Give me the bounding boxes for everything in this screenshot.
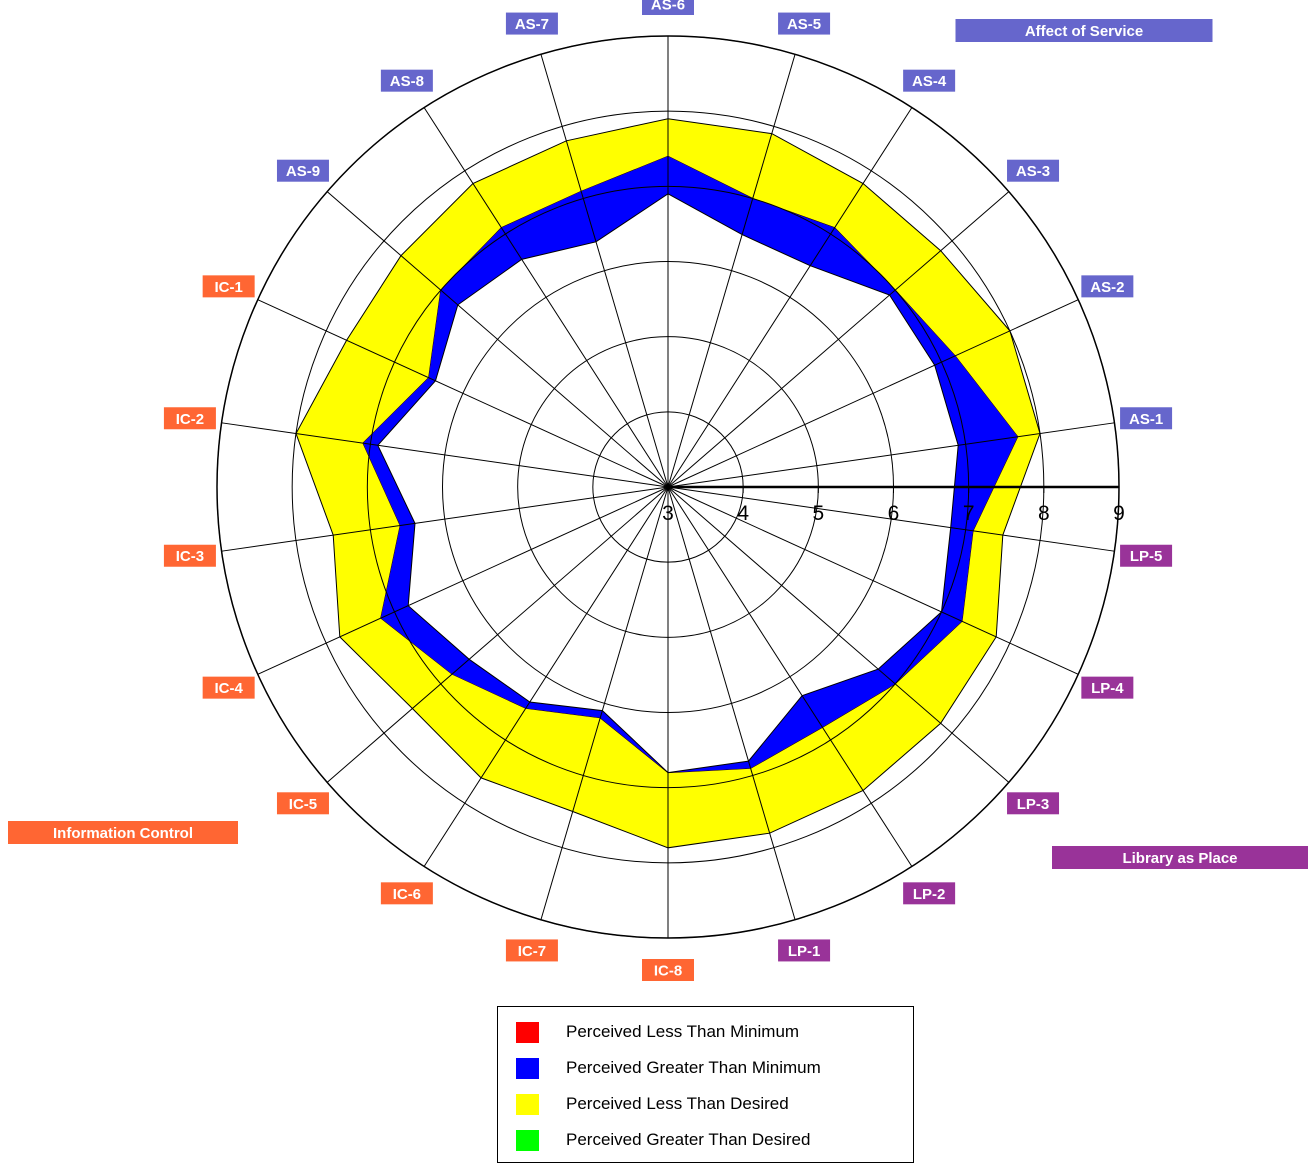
spoke-ic-1 bbox=[257, 299, 669, 488]
axis-label-box bbox=[1081, 676, 1134, 699]
tick-label: 4 bbox=[737, 502, 749, 525]
group-label-box bbox=[955, 19, 1213, 42]
spoke-as-3 bbox=[667, 191, 1010, 488]
legend-item: Perceived Less Than Desired bbox=[516, 1093, 789, 1115]
axis-label-box bbox=[163, 407, 216, 430]
tick-label: 7 bbox=[963, 502, 975, 525]
axis-label-as-7: AS-7 bbox=[515, 16, 549, 33]
spoke-lp-2 bbox=[667, 486, 913, 867]
axis-label-as-2: AS-2 bbox=[1090, 279, 1124, 296]
axis-label-box bbox=[1007, 792, 1060, 815]
axis-label-box bbox=[276, 159, 329, 182]
axis-label-box bbox=[778, 939, 831, 962]
axis-label-box bbox=[903, 69, 956, 92]
spoke-ic-6 bbox=[423, 486, 669, 867]
legend-label: Perceived Less Than Minimum bbox=[566, 1022, 800, 1041]
group-label: Affect of Service bbox=[1025, 23, 1143, 40]
group-label-box bbox=[8, 821, 238, 844]
spoke-ic-2 bbox=[221, 422, 669, 488]
group-label: Information Control bbox=[53, 825, 193, 842]
axis-label-ic-5: IC-5 bbox=[289, 796, 317, 813]
axis-label-box bbox=[202, 676, 255, 699]
axis-label-box bbox=[505, 12, 558, 35]
tick-label: 5 bbox=[812, 502, 824, 525]
axis-label-box bbox=[778, 12, 831, 35]
group-label-box bbox=[1052, 846, 1308, 869]
axis-label-ic-2: IC-2 bbox=[176, 411, 204, 428]
axis-label-as-8: AS-8 bbox=[390, 73, 424, 90]
axis-label-as-1: AS-1 bbox=[1129, 411, 1163, 428]
spoke-ic-7 bbox=[540, 486, 669, 920]
axis-label-box bbox=[163, 544, 216, 567]
axis-label-lp-1: LP-1 bbox=[788, 943, 821, 960]
axis-label-ic-4: IC-4 bbox=[214, 680, 243, 697]
axis-label-lp-5: LP-5 bbox=[1130, 548, 1163, 565]
axis-label-box bbox=[276, 792, 329, 815]
spoke-as-4 bbox=[667, 107, 913, 488]
legend-swatch-greater-min bbox=[516, 1057, 539, 1079]
spoke-as-8 bbox=[423, 107, 669, 488]
axis-label-box bbox=[642, 959, 694, 981]
axis-label-ic-7: IC-7 bbox=[518, 943, 546, 960]
axis-label-box bbox=[202, 275, 255, 298]
legend-swatch-less-min bbox=[516, 1021, 539, 1043]
axis-label-lp-4: LP-4 bbox=[1091, 680, 1124, 697]
tick-label: 8 bbox=[1038, 502, 1050, 525]
axis-label-ic-1: IC-1 bbox=[214, 279, 242, 296]
legend-label: Perceived Greater Than Desired bbox=[566, 1130, 811, 1149]
spoke-ic-5 bbox=[326, 486, 669, 783]
axis-label-box bbox=[505, 939, 558, 962]
axis-label-as-9: AS-9 bbox=[286, 163, 320, 180]
spoke-as-1 bbox=[667, 422, 1115, 488]
spoke-lp-5 bbox=[667, 486, 1115, 552]
spoke-as-5 bbox=[667, 54, 796, 488]
axis-label-ic-6: IC-6 bbox=[393, 886, 421, 903]
axis-label-box bbox=[642, 0, 694, 15]
axis-label-ic-3: IC-3 bbox=[176, 548, 204, 565]
spoke-lp-1 bbox=[667, 486, 796, 920]
axis-label-box bbox=[1081, 275, 1134, 298]
spoke-lp-4 bbox=[667, 486, 1079, 675]
legend-item: Perceived Greater Than Minimum bbox=[516, 1057, 821, 1079]
tick-label: 3 bbox=[662, 502, 674, 525]
axis-label-box bbox=[1120, 407, 1173, 430]
axis-label-box bbox=[380, 69, 433, 92]
axis-label-as-3: AS-3 bbox=[1016, 163, 1050, 180]
axis-label-as-5: AS-5 bbox=[787, 16, 821, 33]
spoke-as-7 bbox=[540, 54, 669, 488]
axis-label-as-6: AS-6 bbox=[651, 0, 685, 14]
spoke-as-9 bbox=[326, 191, 669, 488]
axis-label-as-4: AS-4 bbox=[912, 73, 947, 90]
legend-item: Perceived Greater Than Desired bbox=[516, 1129, 810, 1151]
legend-label: Perceived Less Than Desired bbox=[566, 1094, 789, 1113]
tick-label: 6 bbox=[888, 502, 900, 525]
axis-label-lp-3: LP-3 bbox=[1017, 796, 1050, 813]
legend-swatch-greater-desired bbox=[516, 1129, 539, 1151]
axis-label-box bbox=[1120, 544, 1173, 567]
legend: Perceived Less Than Minimum Perceived Gr… bbox=[497, 1006, 914, 1163]
legend-label: Perceived Greater Than Minimum bbox=[566, 1058, 821, 1077]
axis-label-lp-2: LP-2 bbox=[913, 886, 946, 903]
spoke-ic-4 bbox=[257, 486, 669, 675]
axis-label-box bbox=[903, 882, 956, 905]
spoke-lp-3 bbox=[667, 486, 1010, 783]
tick-label: 9 bbox=[1113, 502, 1125, 525]
axis-label-box bbox=[380, 882, 433, 905]
axis-label-ic-8: IC-8 bbox=[654, 963, 682, 980]
group-label: Library as Place bbox=[1122, 850, 1237, 867]
legend-swatch-less-desired bbox=[516, 1093, 539, 1115]
legend-item: Perceived Less Than Minimum bbox=[516, 1021, 799, 1043]
axis-label-box bbox=[1007, 159, 1060, 182]
spoke-ic-3 bbox=[221, 486, 669, 552]
spoke-as-2 bbox=[667, 299, 1079, 488]
